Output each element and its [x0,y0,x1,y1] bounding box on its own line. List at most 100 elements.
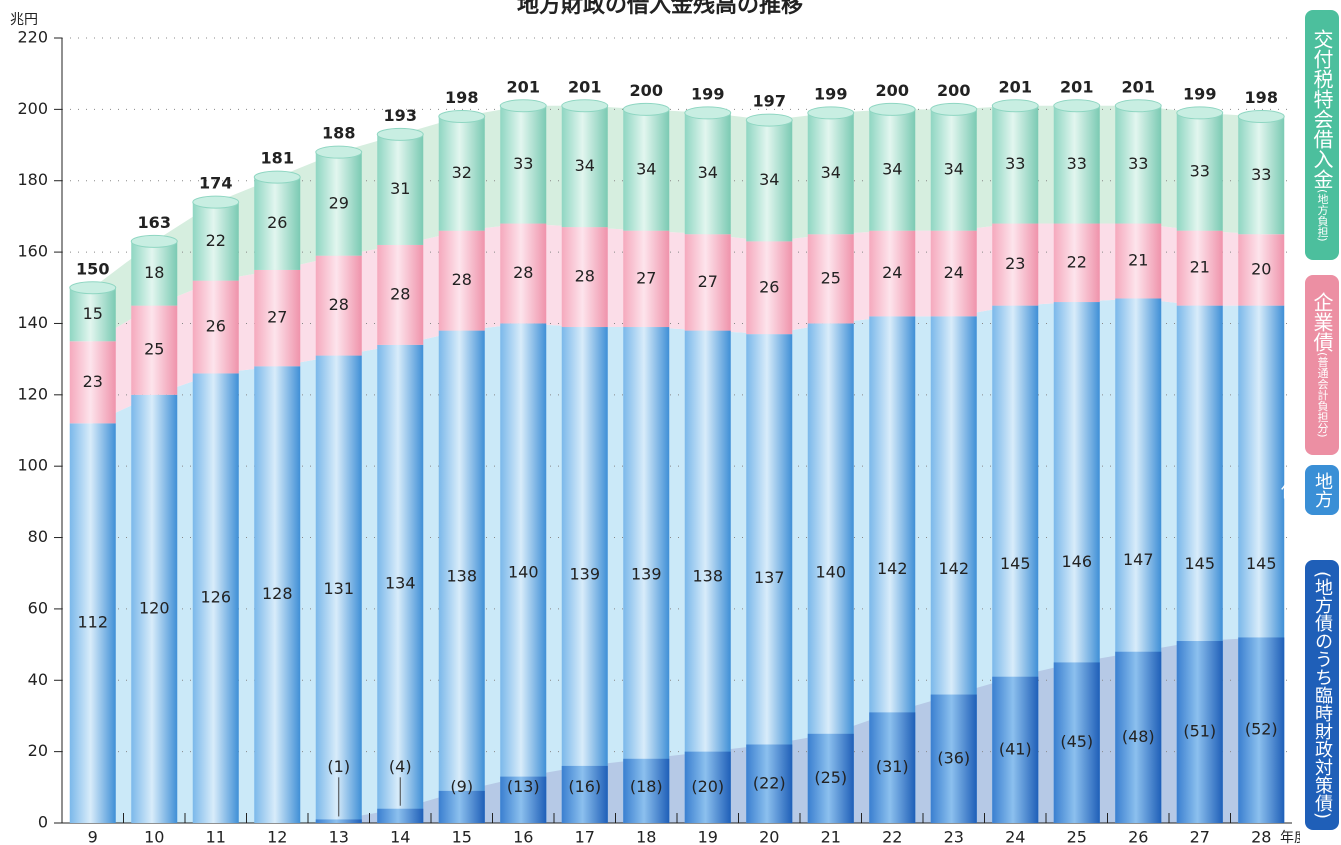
bar-cap [499,99,547,113]
bar-segment [561,327,608,823]
x-tick-label: 17 [575,828,595,845]
subset-bar [869,712,916,823]
subset-bar [1053,662,1100,823]
y-tick-label: 140 [17,313,48,332]
value-label: 138 [692,566,723,585]
value-label: 128 [262,584,293,603]
subset-bar [807,733,854,823]
y-tick-label: 200 [17,99,48,118]
value-label: 23 [1005,254,1025,273]
subset-bar [1115,651,1162,823]
value-label: 138 [446,566,477,585]
y-tick-label: 20 [28,741,48,760]
bar-segment [992,105,1039,224]
bar-segment [1115,223,1162,299]
value-label: 27 [636,268,656,287]
value-label: 32 [452,163,472,182]
total-label: 181 [261,149,294,168]
value-label: 31 [390,179,410,198]
subset-label: (20) [691,777,724,796]
value-label: 26 [267,213,287,232]
bar-segment [623,109,670,231]
bar-segment [315,152,362,256]
bar-segment [869,109,916,231]
value-label: 131 [323,579,354,598]
value-label: 21 [1128,251,1148,270]
value-label: 126 [200,588,231,607]
bar-segment [684,112,731,235]
bar-cap [930,102,978,116]
bar-cap [1114,99,1162,113]
value-label: 25 [144,340,164,359]
subset-label: (52) [1245,720,1278,739]
x-tick-label: 18 [636,828,656,845]
subset-label: (25) [814,768,847,787]
total-label: 201 [1060,77,1093,96]
x-axis-label: 年度 [1280,830,1300,845]
bar-segment [438,330,485,823]
bar-segment [623,327,670,823]
bar-cap [684,106,732,120]
value-label: 139 [631,565,662,584]
value-label: 139 [569,565,600,584]
total-label: 201 [999,77,1032,96]
value-label: 28 [390,284,410,303]
value-label: 20 [1251,259,1271,278]
total-label: 174 [199,174,232,193]
bar-segment [131,305,178,395]
value-label: 25 [821,268,841,287]
value-label: 21 [1190,258,1210,277]
subset-label: (36) [937,748,970,767]
bar-cap [438,110,486,123]
bar-segment [1176,230,1223,306]
x-tick-label: 12 [267,828,287,845]
subset-label: (22) [753,773,786,792]
x-tick-label: 28 [1251,828,1271,845]
value-label: 134 [385,573,416,592]
x-tick-label: 23 [944,828,964,845]
subset-bar [746,744,793,823]
bar-cap [1176,106,1224,120]
bar-segment [377,344,424,823]
value-label: 33 [1005,154,1025,173]
subset-label: (45) [1060,732,1093,751]
value-label: 145 [1246,554,1277,573]
x-tick-label: 25 [1067,828,1087,845]
legend-label: 交付税特会借入金 [1310,28,1334,189]
subset-bar [315,819,362,823]
bar-cap [868,102,916,116]
bar-segment [1238,234,1285,306]
y-tick-label: 60 [28,598,48,617]
subset-bar [623,758,670,823]
value-label: 142 [877,559,908,578]
x-tick-label: 14 [390,828,410,845]
bar-segment [131,394,178,823]
x-tick-label: 13 [329,828,349,845]
subset-bar [377,808,424,823]
legend-label: 企業債 [1310,292,1334,353]
chart: 地方財政の借入金残高の推移 兆円 年度 0 20 40 60 80 100 120 140 16… [10,0,1308,845]
total-label: 200 [630,81,663,100]
x-tick-label: 9 [88,828,98,845]
bar-cap [991,99,1039,113]
subset-label: (51) [1183,722,1216,741]
x-tick-label: 20 [759,828,779,845]
value-label: 34 [636,160,656,179]
bar-segment [315,355,362,823]
bar-segment [377,244,424,345]
total-label: 150 [76,259,109,278]
bar-segment [684,330,731,823]
x-tick-label: 24 [1005,828,1025,845]
x-tick-label: 27 [1190,828,1210,845]
bar-segment [1053,223,1100,303]
value-label: 27 [267,308,287,327]
bar-segment [500,323,547,823]
value-label: 112 [77,613,108,632]
legend-item: 地方債 [1278,465,1339,515]
value-label: 147 [1123,550,1154,569]
bar-segment [561,105,608,228]
value-label: 26 [206,317,226,336]
x-tick-label: 21 [821,828,841,845]
value-label: 145 [1000,554,1031,573]
value-label: 28 [329,295,349,314]
